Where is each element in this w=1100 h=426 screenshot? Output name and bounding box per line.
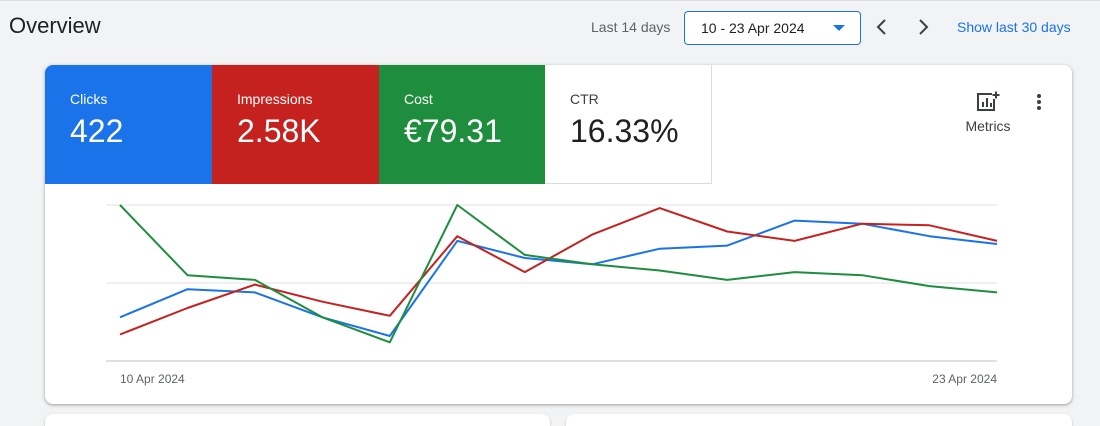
x-axis-end-label: 23 Apr 2024 xyxy=(932,372,997,386)
date-range-label: Last 14 days xyxy=(591,19,671,35)
series-line-2 xyxy=(119,204,998,344)
metric-label: Impressions xyxy=(237,91,313,107)
series-line-0 xyxy=(119,219,998,337)
metric-label: Cost xyxy=(404,91,433,107)
metrics-label: Metrics xyxy=(965,118,1011,134)
metric-tile-cost[interactable]: Cost €79.31 xyxy=(379,65,545,184)
metric-value: €79.31 xyxy=(404,113,502,149)
previous-period-button[interactable] xyxy=(870,15,894,39)
next-period-button[interactable] xyxy=(911,15,935,39)
metric-value: 16.33% xyxy=(570,113,679,149)
page-title: Overview xyxy=(9,13,101,38)
chevron-right-icon xyxy=(919,19,929,35)
next-card-left xyxy=(45,414,550,426)
metric-tile-ctr[interactable]: CTR 16.33% xyxy=(545,65,712,184)
performance-line-chart: 10 Apr 2024 23 Apr 2024 xyxy=(106,204,998,386)
chevron-left-icon xyxy=(876,19,886,35)
series-line-1 xyxy=(119,207,998,336)
overview-card: Clicks 422 Impressions 2.58K Cost €79.31… xyxy=(45,65,1072,404)
next-card-right xyxy=(566,414,1072,426)
metric-tile-impressions[interactable]: Impressions 2.58K xyxy=(212,65,379,184)
metric-label: Clicks xyxy=(70,91,108,107)
more-options-button[interactable] xyxy=(1029,92,1049,116)
metric-value: 2.58K xyxy=(237,113,321,149)
show-last-30-days-link[interactable]: Show last 30 days xyxy=(957,19,1071,35)
metrics-button[interactable]: Metrics xyxy=(955,91,1021,139)
add-chart-icon xyxy=(977,91,1000,111)
date-range-dropdown[interactable]: 10 - 23 Apr 2024 xyxy=(684,11,861,45)
more-vert-icon xyxy=(1037,94,1041,110)
metric-label: CTR xyxy=(570,91,599,107)
x-axis-start-label: 10 Apr 2024 xyxy=(120,372,185,386)
caret-down-icon xyxy=(833,25,845,31)
metric-tile-clicks[interactable]: Clicks 422 xyxy=(45,65,212,184)
overview-header: Overview Last 14 days 10 - 23 Apr 2024 S… xyxy=(0,0,1100,56)
top-divider xyxy=(0,0,1100,1)
series-group xyxy=(119,204,998,344)
metric-value: 422 xyxy=(70,113,124,149)
date-range-value: 10 - 23 Apr 2024 xyxy=(701,20,805,36)
